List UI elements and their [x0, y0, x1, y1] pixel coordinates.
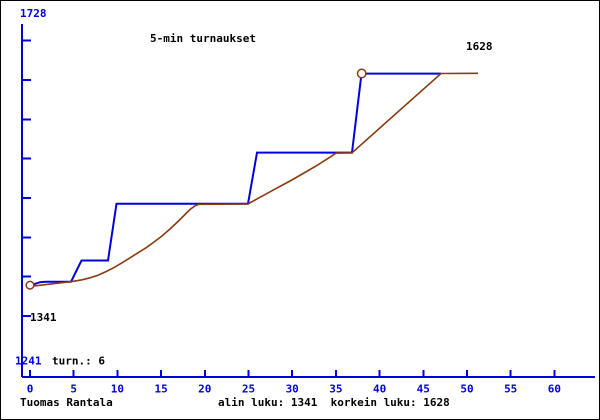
x-axis-label: 0: [27, 383, 34, 396]
axes: [21, 24, 595, 378]
x-axis-label: 15: [154, 383, 167, 396]
tournaments-count-label: turn.: 6: [52, 355, 105, 368]
x-axis-label: 40: [373, 383, 386, 396]
chart-title: 5-min turnaukset: [150, 32, 256, 45]
x-axis-labels: 0 5 10 15 20 25 30 35 40 45 50 55 60: [27, 383, 561, 396]
rating-trend-line: [33, 72, 479, 287]
x-axis-label: 10: [111, 383, 124, 396]
x-axis-label: 20: [198, 383, 211, 396]
x-axis-label: 5: [70, 383, 77, 396]
min-max-summary: alin luku: 1341 korkein luku: 1628: [218, 396, 450, 409]
player-name: Tuomas Rantala: [20, 396, 113, 409]
x-axis-label: 25: [242, 383, 255, 396]
y-axis-top-label: 1728: [20, 7, 47, 20]
y-axis-min-tick-label: 1341: [30, 311, 57, 324]
rating-step-line: [32, 72, 441, 286]
start-point-marker: [25, 280, 35, 290]
y-axis-bottom-label: 1241: [15, 355, 42, 368]
x-axis-ticks: [29, 370, 556, 377]
peak-value-label: 1628: [466, 40, 493, 53]
x-axis-label: 55: [504, 383, 517, 396]
x-axis-label: 30: [286, 383, 299, 396]
x-axis-label: 35: [329, 383, 342, 396]
x-axis-label: 50: [460, 383, 473, 396]
x-axis-label: 45: [417, 383, 430, 396]
y-axis-ticks: [22, 39, 31, 317]
x-axis-label: 60: [548, 383, 561, 396]
peak-point-marker: [356, 68, 367, 79]
